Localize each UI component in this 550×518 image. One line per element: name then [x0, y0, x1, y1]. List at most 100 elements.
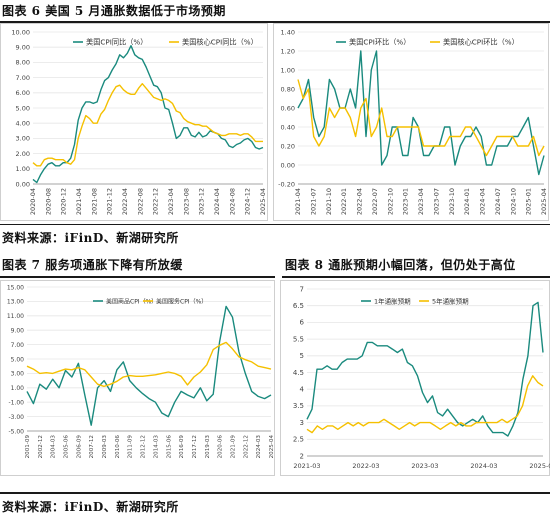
source-rule-top — [0, 224, 550, 225]
middle-rule-left — [0, 276, 275, 278]
y-tick-label: 1.00 — [281, 66, 295, 74]
x-tick-label: 2022-08 — [136, 188, 144, 215]
y-tick-label: 6.00 — [16, 89, 30, 97]
x-tick-label: 2024-03 — [470, 462, 497, 470]
y-tick-label: 0.60 — [281, 104, 295, 112]
y-tick-label: 6.5 — [293, 302, 304, 310]
x-tick-label: 2022-04 — [356, 188, 364, 215]
y-tick-label: -5.00 — [8, 428, 24, 435]
y-tick-label: 7.00 — [16, 74, 30, 82]
x-tick-label: 2014-03 — [153, 435, 159, 459]
y-tick-label: 3 — [300, 419, 304, 427]
figure-7-heading: 图表 7 服务项通胀下降有所放缓 — [2, 258, 183, 272]
series-line — [297, 79, 545, 157]
y-tick-label: 6 — [300, 319, 305, 327]
y-tick-label: 1.00 — [16, 165, 30, 173]
x-tick-label: 2020-04 — [29, 188, 37, 215]
x-tick-label: 2021-12 — [106, 188, 114, 215]
y-tick-label: 11.00 — [7, 313, 24, 320]
x-tick-label: 2025-04 — [259, 188, 267, 215]
x-tick-label: 2015-06 — [166, 435, 172, 459]
x-tick-label: 2020-06 — [218, 435, 224, 459]
x-tick-label: 2022-01 — [340, 188, 348, 215]
y-tick-label: 5 — [300, 352, 304, 360]
x-tick-label: 2024-01 — [463, 188, 471, 215]
x-tick-label: 2022-03 — [352, 462, 379, 470]
y-tick-label: -1.00 — [8, 400, 24, 407]
y-tick-label: 15.00 — [7, 284, 24, 291]
x-tick-label: 2016-09 — [179, 435, 185, 459]
x-tick-label: 2023-10 — [448, 188, 456, 215]
y-tick-label: 5.00 — [11, 356, 25, 363]
y-tick-label: 1.40 — [281, 28, 295, 36]
series-line — [32, 83, 263, 167]
series-line — [26, 341, 272, 388]
legend-label: 1年通胀预期 — [374, 297, 411, 306]
series-line — [306, 375, 544, 434]
x-tick-label: 2021-10 — [325, 188, 333, 215]
x-tick-label: 2025-04 — [540, 188, 548, 215]
chart-panel-cpi-mom: -0.20 0.00 0.20 0.40 0.60 0.80 1.00 1.20 1.40 202… — [273, 23, 549, 221]
x-tick-label: 2007-12 — [89, 435, 95, 458]
chart-panel-services: -5.00 -3.00 -1.00 1.00 3.00 5.00 7.00 9.00 11.00… — [0, 280, 275, 476]
x-tick-label: 2002-12 — [38, 435, 44, 458]
x-tick-label: 2025-03 — [529, 462, 550, 470]
cpi-yoy-chart: 0.00 1.00 2.00 3.00 4.00 5.00 6.00 7.00 8.00 9.00… — [11, 28, 267, 215]
source-note-bottom: 资料来源：iFinD、新湖研究所 — [2, 500, 179, 514]
y-tick-label: 3.00 — [16, 135, 30, 143]
x-tick-label: 2022-07 — [371, 188, 379, 215]
x-tick-label: 2021-07 — [309, 188, 317, 215]
middle-rule-right — [282, 276, 550, 278]
y-tick-label: -0.20 — [278, 180, 295, 188]
y-tick-label: 3.5 — [293, 402, 304, 410]
x-tick-label: 2009-03 — [102, 435, 108, 459]
x-tick-label: 2023-03 — [411, 462, 438, 470]
y-tick-label: 0.20 — [281, 142, 295, 150]
x-tick-label: 2023-01 — [402, 188, 410, 215]
x-tick-label: 2024-07 — [494, 188, 502, 215]
y-tick-label: 0.40 — [281, 123, 295, 131]
y-tick-label: 2 — [300, 452, 304, 460]
y-tick-label: 0.00 — [281, 161, 295, 169]
x-tick-label: 2023-04 — [417, 188, 425, 215]
chart-panel-cpi-yoy: 0.00 1.00 2.00 3.00 4.00 5.00 6.00 7.00 8.00 9.00… — [0, 23, 268, 221]
y-tick-label: 4.00 — [16, 120, 30, 128]
x-tick-label: 2021-09 — [230, 435, 236, 459]
y-tick-label: 4 — [300, 386, 305, 394]
x-tick-label: 2006-09 — [76, 435, 82, 459]
y-tick-label: 0.80 — [281, 85, 295, 93]
legend-label: 美国核心CPI同比（%） — [182, 38, 258, 47]
legend-label: 美国服务CPI（%） — [156, 298, 207, 306]
x-tick-label: 2020-12 — [60, 188, 68, 215]
x-tick-label: 2024-04 — [479, 188, 487, 215]
y-tick-label: 0.00 — [16, 180, 30, 188]
y-tick-label: 9.00 — [11, 328, 25, 335]
x-tick-label: 2021-04 — [294, 188, 302, 215]
series-line — [32, 45, 264, 184]
x-tick-label: 2010-06 — [115, 435, 121, 459]
figure-6-heading: 图表 6 美国 5 月通胀数据低于市场预期 — [2, 4, 226, 18]
x-tick-label: 2020-08 — [44, 188, 52, 215]
y-tick-label: 13.00 — [7, 299, 24, 306]
y-tick-label: 8.00 — [16, 59, 30, 67]
x-tick-label: 2023-12 — [198, 188, 206, 215]
x-tick-label: 2022-12 — [152, 188, 160, 215]
x-tick-label: 2011-09 — [128, 435, 134, 459]
series-line — [306, 301, 544, 437]
x-tick-label: 2021-04 — [75, 188, 83, 215]
legend-label: 美国核心CPI环比（%） — [443, 38, 519, 47]
y-tick-label: 1.20 — [281, 47, 295, 55]
y-tick-label: 7 — [300, 285, 304, 293]
x-tick-label: 2022-10 — [386, 188, 394, 215]
x-tick-label: 2022-12 — [243, 435, 249, 458]
legend-label: 5年通胀预期 — [432, 297, 469, 306]
x-tick-label: 2024-10 — [509, 188, 517, 215]
y-tick-label: 10.00 — [11, 28, 30, 36]
x-tick-label: 2024-03 — [256, 435, 262, 459]
x-tick-label: 2012-12 — [141, 435, 147, 458]
y-tick-label: 3.00 — [11, 371, 25, 378]
y-tick-label: 5.00 — [16, 104, 30, 112]
y-tick-label: 9.00 — [16, 44, 30, 52]
figure-8-heading: 图表 8 通胀预期小幅回落，但仍处于高位 — [285, 258, 516, 272]
x-tick-label: 2024-08 — [228, 188, 236, 215]
